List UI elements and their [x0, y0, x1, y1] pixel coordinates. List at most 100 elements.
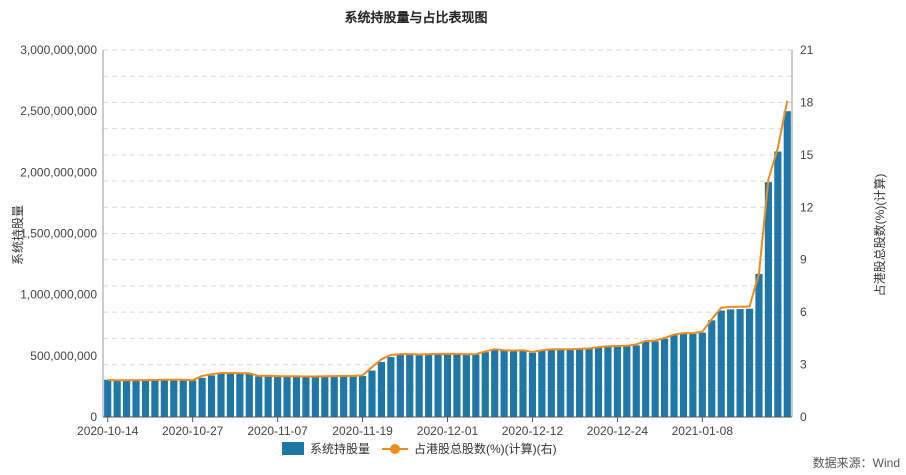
bar: [736, 309, 744, 417]
bar: [472, 354, 480, 417]
bar: [179, 379, 187, 417]
bar: [698, 332, 706, 417]
bar: [576, 349, 584, 417]
bar: [358, 376, 367, 417]
right-tick-label: 18: [800, 95, 814, 109]
bar: [557, 349, 565, 417]
right-tick-label: 0: [800, 410, 807, 424]
line-series: [107, 100, 789, 382]
left-tick-label: 1,500,000,000: [20, 227, 97, 241]
legend-line-label: 占港股总股数(%)(计算)(右): [414, 441, 557, 456]
bar: [755, 273, 763, 417]
bar: [217, 373, 225, 417]
bar: [255, 376, 263, 417]
bar: [538, 350, 546, 417]
bar: [547, 349, 555, 417]
left-tick-label: 500,000,000: [30, 349, 97, 363]
bar-series: [104, 111, 791, 418]
bar: [566, 349, 574, 417]
grid-lines: [103, 49, 792, 392]
bar: [302, 376, 310, 417]
bar: [519, 350, 527, 417]
bar: [604, 346, 612, 417]
bar: [434, 354, 442, 417]
chart-title: 系统持股量与占比表现图: [344, 10, 487, 25]
bar: [727, 309, 735, 417]
bar: [717, 310, 725, 417]
right-tick-label: 3: [800, 358, 807, 372]
x-tick-label: 2020-10-27: [162, 424, 224, 438]
bar: [708, 320, 716, 417]
left-tick-label: 1,000,000,000: [20, 288, 97, 302]
bar: [198, 377, 206, 417]
bar: [226, 373, 235, 417]
bar: [651, 341, 659, 417]
x-tick-label: 2020-12-12: [502, 424, 564, 438]
bar: [745, 308, 754, 417]
bar: [170, 379, 178, 417]
x-tick-label: 2020-12-01: [417, 424, 479, 438]
left-axis-title: 系统持股量: [10, 205, 25, 265]
bar: [387, 357, 395, 417]
bar: [207, 375, 216, 417]
bar: [425, 354, 433, 417]
right-axis-ticks: 0 3 6 9 12 15 18 21: [800, 43, 814, 424]
bar: [236, 373, 244, 417]
bar: [500, 350, 508, 417]
bar: [141, 380, 150, 417]
bar: [689, 333, 697, 417]
bar: [443, 354, 452, 417]
x-tick-label: 2020-11-07: [247, 424, 308, 438]
x-tick-label: 2020-10-14: [77, 424, 139, 438]
left-axis-ticks: 0 500,000,000 1,000,000,000 1,500,000,000 2,…: [20, 43, 97, 424]
bar: [774, 151, 782, 417]
bar: [311, 376, 319, 417]
bar: [245, 373, 253, 417]
bar: [396, 354, 404, 417]
bar: [160, 379, 168, 417]
bar: [349, 376, 357, 417]
bar: [783, 111, 791, 418]
bar: [670, 335, 678, 417]
source-note: 数据来源：Wind: [813, 455, 900, 470]
bar: [274, 376, 282, 417]
bar: [340, 376, 348, 417]
bar: [132, 380, 140, 417]
bar: [151, 379, 159, 417]
bar: [623, 346, 631, 417]
x-tick-label: 2020-12-24: [587, 424, 649, 438]
bar: [491, 349, 499, 417]
bar: [377, 361, 386, 417]
legend-bar-swatch: [282, 442, 304, 455]
bar: [123, 380, 131, 417]
bar: [113, 380, 121, 417]
right-axis-title: 占港股总股数(%)(计算): [872, 174, 887, 297]
left-tick-label: 0: [90, 410, 97, 424]
bar: [283, 376, 291, 417]
bar: [660, 338, 669, 417]
x-axis-ticks: 2020-10-14 2020-10-27 2020-11-07 2020-11-19…: [77, 417, 733, 438]
bar: [594, 347, 603, 417]
bar: [453, 354, 461, 417]
bar: [632, 345, 640, 417]
bar: [509, 351, 518, 417]
bar: [481, 352, 489, 417]
legend-bar-label: 系统持股量: [310, 441, 370, 456]
right-tick-label: 15: [800, 148, 814, 162]
bar: [264, 376, 272, 417]
right-tick-label: 6: [800, 305, 807, 319]
right-tick-label: 9: [800, 253, 807, 267]
bar: [462, 354, 470, 417]
bar: [104, 379, 112, 417]
bar: [189, 380, 197, 417]
ratio-line: [107, 100, 789, 382]
left-tick-label: 3,000,000,000: [20, 43, 97, 57]
bar: [764, 182, 772, 417]
bar: [415, 354, 423, 417]
bar: [585, 348, 593, 417]
bar: [642, 341, 650, 417]
bar: [406, 354, 414, 417]
left-tick-label: 2,000,000,000: [20, 165, 97, 179]
bar: [321, 376, 329, 417]
legend-line-marker: [390, 444, 400, 454]
